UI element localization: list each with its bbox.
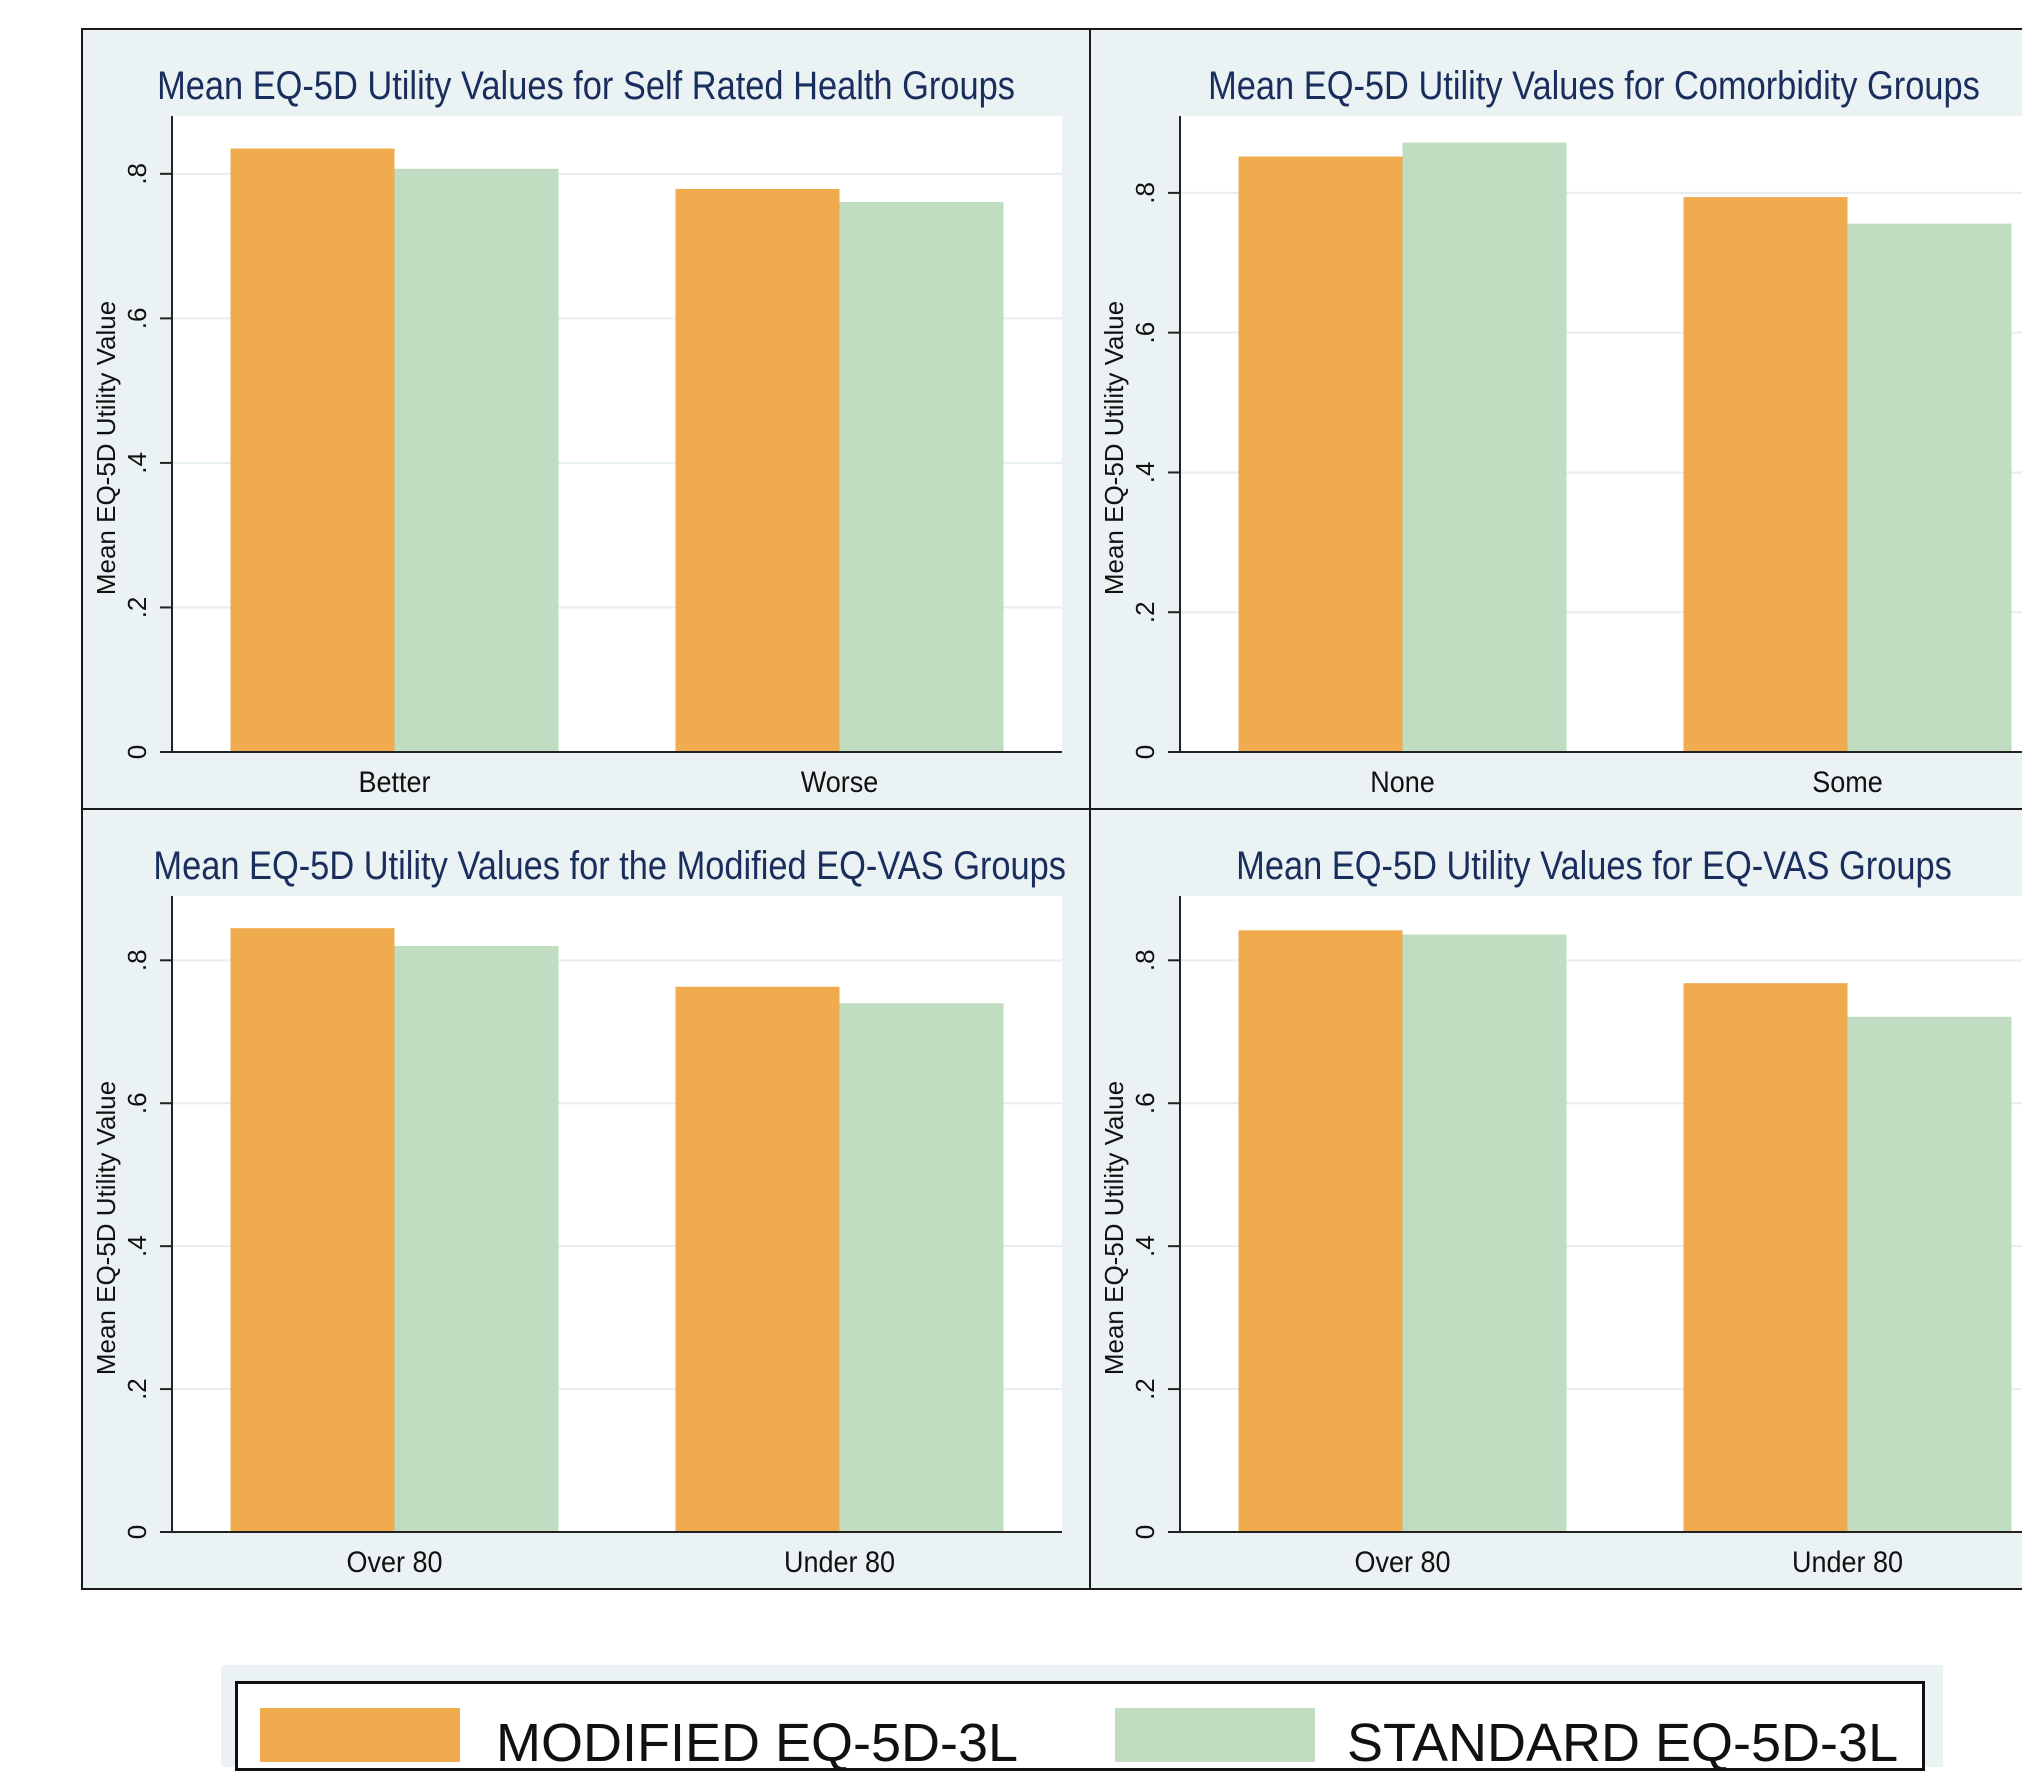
y-tick-label: .2: [1130, 601, 1160, 623]
y-tick-label: 0: [122, 745, 152, 759]
chart-panel-self-rated-health: Mean EQ-5D Utility Values for Self Rated…: [81, 28, 1091, 810]
y-tick-label: .8: [122, 949, 152, 971]
bar-standard-some: [1847, 223, 2012, 753]
y-tick-label: .6: [1130, 1092, 1160, 1114]
chart-panel-modified-eq-vas: Mean EQ-5D Utility Values for the Modifi…: [81, 808, 1091, 1590]
bar-modified-worse: [675, 188, 840, 752]
bar-standard-over-80: [1402, 934, 1567, 1532]
y-tick-label: .8: [1130, 949, 1160, 971]
chart-title: Mean EQ-5D Utility Values for Comorbidit…: [1208, 64, 1980, 108]
chart-panel-eq-vas: Mean EQ-5D Utility Values for EQ-VAS Gro…: [1089, 808, 2022, 1590]
legend-box: MODIFIED EQ-5D-3L STANDARD EQ-5D-3L: [235, 1681, 1925, 1773]
y-tick-label: .4: [1130, 462, 1160, 484]
y-axis-label: Mean EQ-5D Utility Value: [91, 301, 121, 595]
bar-modified-under-80: [675, 986, 840, 1532]
y-tick-label: .6: [122, 1092, 152, 1114]
bar-chart-svg: 0 .2 .4 .6 .8 Better Worse Mean EQ-5D Utility V…: [91, 116, 1062, 800]
x-category-label: Better: [359, 766, 431, 800]
bar-chart-svg: 0 .2 .4 .6 .8 Over 80 Under 80 Mean EQ-5D Utili…: [1099, 896, 2022, 1580]
y-tick-label: .4: [122, 1235, 152, 1257]
x-category-label: Under 80: [784, 1546, 895, 1580]
y-axis-label: Mean EQ-5D Utility Value: [1099, 1081, 1129, 1375]
bar-chart-svg: 0 .2 .4 .6 .8 None Some Mean EQ-5D Utility Valu…: [1099, 116, 2022, 800]
x-category-label: Over 80: [1355, 1546, 1451, 1580]
y-tick-label: .4: [1130, 1235, 1160, 1257]
bar-modified-over-80: [1238, 930, 1403, 1532]
bar-standard-none: [1402, 142, 1567, 753]
x-category-label: Some: [1812, 766, 1882, 800]
bar-standard-better: [394, 168, 559, 752]
legend-label-modified: MODIFIED EQ-5D-3L: [496, 1713, 1019, 1773]
bar-modified-better: [230, 148, 395, 753]
bar-chart-svg: 0 .2 .4 .6 .8 Over 80 Under 80 Mean EQ-5D Utili…: [91, 896, 1062, 1580]
y-tick-label: .8: [1130, 182, 1160, 204]
chart-panel-comorbidity: Mean EQ-5D Utility Values for Comorbidit…: [1089, 28, 2022, 810]
bar-standard-under-80: [839, 1003, 1004, 1532]
bar-modified-none: [1238, 156, 1403, 752]
y-tick-label: .4: [122, 452, 152, 474]
y-tick-label: .2: [122, 597, 152, 619]
legend: MODIFIED EQ-5D-3L STANDARD EQ-5D-3L: [221, 1665, 1943, 1773]
bar-standard-worse: [839, 202, 1004, 753]
y-tick-label: .6: [1130, 322, 1160, 344]
y-axis-label: Mean EQ-5D Utility Value: [1099, 301, 1129, 595]
y-tick-label: .2: [1130, 1378, 1160, 1400]
bar-modified-over-80: [230, 928, 395, 1532]
bar-standard-under-80: [1847, 1016, 2012, 1532]
legend-swatch-modified: [260, 1708, 460, 1762]
bar-standard-over-80: [394, 946, 559, 1532]
y-axis-label: Mean EQ-5D Utility Value: [91, 1081, 121, 1375]
chart-title: Mean EQ-5D Utility Values for EQ-VAS Gro…: [1236, 844, 1952, 888]
legend-swatch-standard: [1115, 1708, 1315, 1762]
chart-title: Mean EQ-5D Utility Values for the Modifi…: [153, 844, 1067, 888]
y-tick-label: .2: [122, 1378, 152, 1400]
y-tick-label: .8: [122, 163, 152, 185]
x-category-label: Worse: [801, 766, 878, 800]
bar-modified-some: [1683, 197, 1848, 753]
chart-title: Mean EQ-5D Utility Values for Self Rated…: [157, 64, 1015, 108]
y-tick-label: 0: [1130, 745, 1160, 759]
y-tick-label: 0: [1130, 1525, 1160, 1539]
y-tick-label: 0: [122, 1525, 152, 1539]
x-category-label: Over 80: [347, 1546, 443, 1580]
y-tick-label: .6: [122, 308, 152, 330]
x-category-label: Under 80: [1792, 1546, 1903, 1580]
x-category-label: None: [1370, 766, 1434, 800]
bar-modified-under-80: [1683, 983, 1848, 1532]
legend-label-standard: STANDARD EQ-5D-3L: [1347, 1713, 1899, 1773]
